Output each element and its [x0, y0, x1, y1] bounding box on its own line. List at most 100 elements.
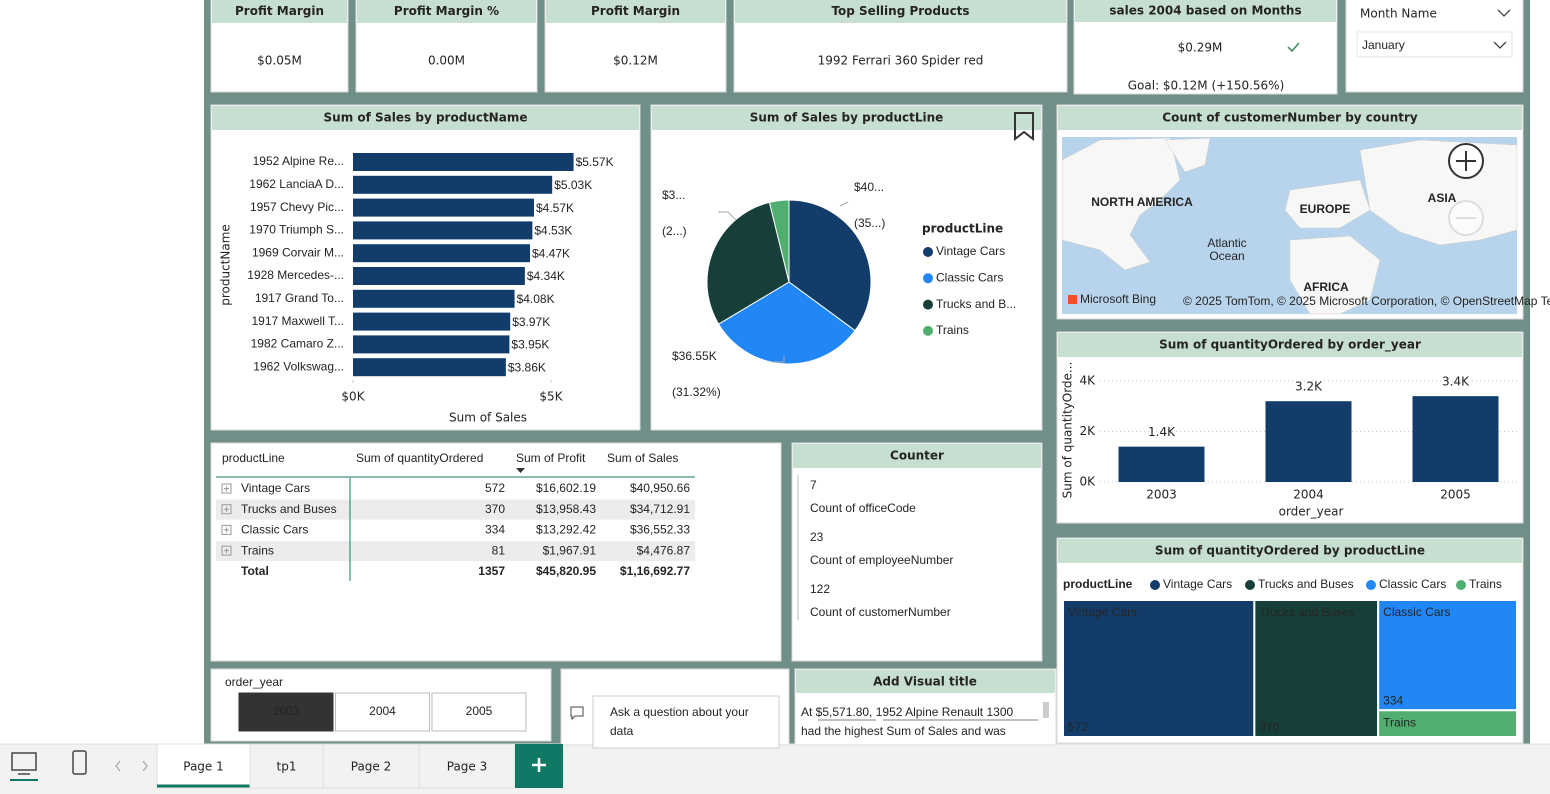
data-label: $4.08K	[517, 292, 555, 306]
pie-value-label: $40...	[854, 180, 884, 194]
desktop-icon[interactable]	[11, 752, 37, 771]
table-cell: 81	[492, 543, 506, 557]
qa-icon	[570, 706, 584, 721]
map-land	[1164, 137, 1211, 173]
table-header: Sum of quantityOrdered	[356, 451, 483, 465]
y-tick-label: 2K	[1079, 424, 1096, 438]
slicer-selected: January	[1362, 38, 1405, 52]
visual-title: Sum of quantityOrdered by order_year	[1159, 338, 1421, 353]
pie-percent-label: (2...)	[662, 224, 687, 238]
visual-title: Counter	[890, 449, 944, 463]
expand-plus	[224, 486, 229, 491]
treemap-tile	[1377, 599, 1519, 712]
tile-value: 370	[1259, 720, 1279, 734]
qa-placeholder: data	[610, 724, 634, 738]
expand-icon[interactable]	[221, 524, 232, 535]
category-label: 1982 Camaro Z...	[251, 337, 344, 351]
bar	[353, 267, 525, 285]
table-header: Sum of Sales	[607, 451, 678, 465]
y-tick-label: 4K	[1079, 374, 1096, 388]
y-tick-label: 0K	[1079, 475, 1096, 489]
visual-title: Sum of Sales by productName	[324, 111, 528, 125]
category-label: 1957 Chevy Pic...	[250, 200, 344, 214]
slicer-option[interactable]	[335, 692, 430, 732]
treemap-tile	[1253, 599, 1380, 738]
tile-value: 572	[1068, 720, 1088, 734]
visual-title-bar	[793, 444, 1041, 468]
pie-percent-label: (31.32%)	[672, 385, 721, 399]
leader-line	[718, 211, 737, 221]
leader-line	[772, 356, 785, 363]
visual-title-bar	[1075, 0, 1336, 22]
legend-label: Trains	[936, 323, 969, 337]
kpi-value: $0.29M	[1178, 41, 1223, 55]
table-cell: $1,967.91	[543, 543, 597, 557]
legend-title: productLine	[1063, 577, 1133, 591]
pie-value-label: $36.55K	[672, 349, 717, 363]
counter-label: Count of employeeNumber	[810, 553, 953, 567]
bookmark-icon	[1014, 112, 1034, 142]
visual-title: Count of customerNumber by country	[1162, 111, 1418, 125]
slicer-dropdown[interactable]	[1356, 31, 1513, 58]
expand-icon[interactable]	[221, 545, 232, 556]
bar	[353, 312, 511, 331]
expand-icon[interactable]	[221, 483, 232, 494]
data-label: 3.4K	[1442, 375, 1470, 389]
visual-panel	[791, 442, 1043, 662]
phone-icon[interactable]	[72, 750, 87, 775]
treemap-tile	[1377, 709, 1519, 739]
visual-title-bar	[1058, 539, 1522, 563]
narrative-line: had the highest Sum of Sales and was	[801, 724, 1006, 738]
legend-label: Classic Cars	[1379, 577, 1446, 591]
category-label: 1970 Triumph S...	[249, 223, 344, 237]
page-tab[interactable]	[249, 743, 324, 789]
y-axis-title: productName	[219, 224, 233, 306]
bing-logo	[1068, 295, 1077, 304]
kpi-check	[1287, 42, 1300, 53]
slicer-option[interactable]	[431, 692, 527, 732]
table-cell: $36,552.33	[630, 523, 690, 537]
legend-title: productLine	[922, 222, 1003, 236]
table-cell: Trucks and Buses	[241, 502, 337, 516]
table-cell: $4,476.87	[637, 543, 691, 557]
narrative-scrollbar	[1043, 702, 1049, 718]
column	[1118, 446, 1205, 482]
dropdown-chevron	[1493, 41, 1507, 49]
x-axis-title: Sum of Sales	[449, 411, 527, 425]
page-tab[interactable]	[418, 743, 516, 789]
bar	[353, 358, 506, 377]
table-total: $1,16,692.77	[620, 564, 690, 578]
treemap-tile	[1062, 599, 1256, 738]
page-tab-label: Page 3	[447, 760, 488, 774]
table-cell: Vintage Cars	[241, 481, 310, 495]
category-label: 1928 Mercedes-...	[247, 268, 344, 282]
table-cell: $16,602.19	[536, 481, 596, 495]
table-cell: 370	[485, 502, 505, 516]
map-label: ASIA	[1428, 191, 1457, 205]
slicer-title: Month Name	[1360, 7, 1437, 21]
pie-slice	[768, 199, 790, 283]
pie-value-label: $3...	[662, 188, 685, 202]
table-cell: 334	[485, 523, 505, 537]
qa-input[interactable]	[592, 695, 780, 749]
category-label: 1952 Alpine Re...	[253, 154, 344, 168]
expand-icon[interactable]	[221, 504, 232, 515]
legend-marker	[1245, 580, 1255, 590]
tab-scroll-arrows[interactable]	[115, 760, 148, 772]
bar	[353, 153, 574, 171]
visual-title: Profit Margin	[235, 4, 324, 18]
visual-title: Sum of quantityOrdered by productLine	[1155, 544, 1425, 558]
map-label: EUROPE	[1300, 202, 1351, 216]
table-total: Total	[241, 564, 269, 578]
map-label: AFRICA	[1303, 280, 1349, 294]
category-label: 1962 Volkswag...	[253, 359, 344, 373]
data-label: $4.57K	[536, 201, 574, 215]
slicer-option[interactable]	[238, 692, 334, 732]
visual-title: Profit Margin %	[394, 4, 499, 18]
legend-marker	[923, 273, 933, 284]
legend-marker	[1150, 580, 1160, 590]
page-tab[interactable]	[156, 743, 251, 789]
narrative-title: Add Visual title	[873, 675, 977, 689]
